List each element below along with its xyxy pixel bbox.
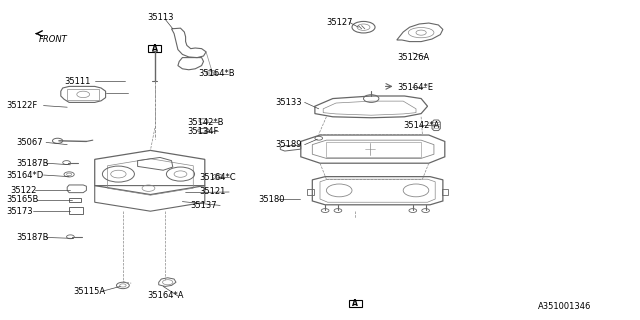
Text: 35165B: 35165B [6, 196, 39, 204]
Text: 35164*E: 35164*E [397, 83, 433, 92]
Text: 35137: 35137 [191, 201, 218, 210]
Text: 35142*B: 35142*B [187, 118, 223, 127]
Bar [442, 189, 448, 195]
Text: 35111: 35111 [64, 77, 90, 86]
Text: 35173: 35173 [6, 207, 33, 216]
Bar [69, 198, 81, 202]
Text: 35164*B: 35164*B [198, 69, 235, 78]
Bar [148, 45, 161, 52]
Text: A: A [352, 299, 358, 308]
Text: 35189: 35189 [275, 140, 301, 149]
Text: 35122F: 35122F [6, 101, 38, 110]
Text: 35067: 35067 [17, 138, 44, 147]
Text: 35126A: 35126A [397, 53, 429, 62]
Text: 35127: 35127 [326, 18, 353, 27]
Text: 35164*D: 35164*D [6, 171, 44, 180]
Text: 35121: 35121 [200, 188, 226, 196]
Bar [326, 142, 421, 157]
Bar [69, 207, 83, 214]
Text: 35164*A: 35164*A [147, 292, 184, 300]
Text: 35113: 35113 [147, 13, 173, 22]
Text: 35134F: 35134F [187, 127, 218, 136]
Text: 35180: 35180 [258, 195, 284, 204]
Text: 35133: 35133 [275, 98, 302, 107]
Text: FRONT: FRONT [38, 35, 67, 44]
Text: 35164*C: 35164*C [200, 173, 236, 182]
Text: 35115A: 35115A [74, 287, 106, 296]
Bar [307, 189, 314, 195]
Text: 35187B: 35187B [17, 233, 49, 242]
Text: A351001346: A351001346 [538, 302, 591, 311]
Text: 35187B: 35187B [17, 159, 49, 168]
Text: 35122: 35122 [10, 186, 36, 195]
Bar [67, 89, 99, 100]
Bar [349, 300, 362, 307]
Text: 35142*A: 35142*A [403, 121, 440, 130]
Text: A: A [152, 44, 158, 53]
